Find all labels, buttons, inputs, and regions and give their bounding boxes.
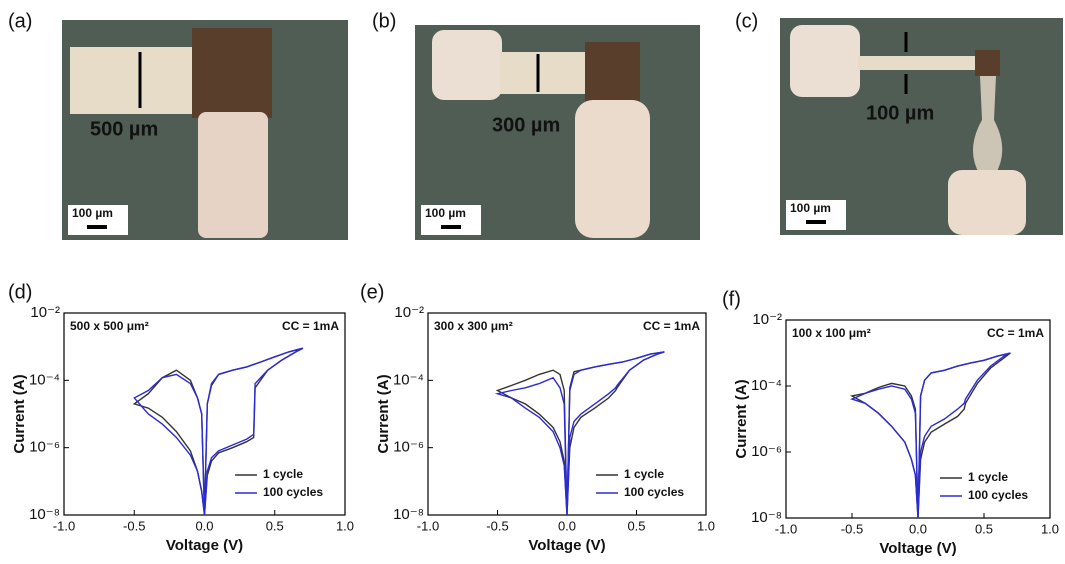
x-tick-label: -1.0 <box>417 518 439 533</box>
scale-bar <box>87 225 107 229</box>
series-line <box>850 352 1011 519</box>
photo-a: (a) 500 µm 100 µm <box>8 10 348 240</box>
x-tick-label: 1.0 <box>1041 521 1059 536</box>
panel-label: (d) <box>8 281 32 303</box>
x-tick-label: -0.5 <box>486 518 508 533</box>
y-tick-label: 10⁻⁶ <box>751 443 782 460</box>
chart: (e) 10⁻⁸ 10⁻⁶ 10⁻⁴ 10⁻² -1.0 -0.5 0.0 0.5 1.0 Volt… <box>360 281 715 554</box>
electrode-strip <box>500 52 590 94</box>
panel-label: (c) <box>735 10 758 32</box>
x-tick-label: 0.5 <box>975 521 993 536</box>
scale-bar <box>441 225 461 229</box>
x-tick-label: -0.5 <box>123 518 145 533</box>
width-label: 500 µm <box>90 118 158 140</box>
y-tick-label: 10⁻² <box>394 304 424 321</box>
x-tick-label: 1.0 <box>697 518 715 533</box>
annotation: CC = 1mA <box>643 319 700 333</box>
y-tick-label: 10⁻⁴ <box>393 371 424 388</box>
y-tick-label: 10⁻² <box>30 304 60 321</box>
x-tick-label: -0.5 <box>841 521 863 536</box>
legend-label: 1 cycle <box>968 470 1008 484</box>
panel-label: (b) <box>372 10 396 32</box>
x-tick-label: 0.5 <box>266 518 284 533</box>
chart: (f) 10⁻⁸ 10⁻⁶ 10⁻⁴ 10⁻² -1.0 -0.5 0.0 0.5 1.0 Volt… <box>722 288 1059 557</box>
scale-label: 100 µm <box>790 201 831 215</box>
y-tick-label: 10⁻⁶ <box>29 439 60 456</box>
legend-label: 1 cycle <box>263 467 303 481</box>
burnt-contact <box>585 42 640 102</box>
x-axis-label: Voltage (V) <box>166 537 243 554</box>
x-tick-label: 0.5 <box>627 518 645 533</box>
photo-b: (b) 300 µm 100 µm <box>372 10 700 240</box>
electrode-strip <box>70 47 195 114</box>
burnt-contact <box>192 28 272 118</box>
x-axis-label: Voltage (V) <box>528 537 605 554</box>
chart: (d) 10⁻⁸ 10⁻⁶ 10⁻⁴ 10⁻² -1.0 -0.5 0.0 0.5 1.0 Volt… <box>8 281 354 554</box>
x-tick-label: 0.0 <box>558 518 576 533</box>
annotation: 500 x 500 μm² <box>70 319 149 333</box>
photo-c: (c) 100 µm 100 µm <box>735 10 1063 235</box>
annotation: 300 x 300 μm² <box>434 319 513 333</box>
y-axis-label: Current (A) <box>375 374 392 453</box>
y-tick-label: 10⁻² <box>752 311 782 328</box>
x-axis-label: Voltage (V) <box>879 540 956 557</box>
width-label: 300 µm <box>492 114 560 136</box>
contact-pad <box>432 30 502 100</box>
burnt-contact <box>975 50 1000 76</box>
scale-box <box>68 205 128 235</box>
contact-pad <box>575 100 650 238</box>
x-tick-label: -1.0 <box>775 521 797 536</box>
contact-pad <box>790 25 860 97</box>
contact-neck <box>972 76 1003 175</box>
panel-label: (e) <box>360 281 384 303</box>
scale-box <box>786 200 846 230</box>
series-line <box>133 347 304 516</box>
legend-label: 100 cycles <box>968 488 1028 502</box>
y-tick-label: 10⁻⁸ <box>29 506 60 523</box>
electrode-strip <box>858 56 978 70</box>
annotation: 100 x 100 μm² <box>792 326 871 340</box>
legend-label: 100 cycles <box>624 485 684 499</box>
x-tick-label: 1.0 <box>336 518 354 533</box>
panel-label: (f) <box>722 288 741 310</box>
annotation: CC = 1mA <box>987 326 1044 340</box>
y-tick-label: 10⁻⁴ <box>751 377 782 394</box>
scale-label: 100 µm <box>425 206 466 220</box>
x-tick-label: 0.0 <box>909 521 927 536</box>
legend-label: 100 cycles <box>263 485 323 499</box>
y-axis-label: Current (A) <box>11 374 28 453</box>
legend-label: 1 cycle <box>624 467 664 481</box>
annotation: CC = 1mA <box>282 319 339 333</box>
y-tick-label: 10⁻⁸ <box>751 509 782 526</box>
scale-label: 100 µm <box>72 206 113 220</box>
y-tick-label: 10⁻⁶ <box>393 439 424 456</box>
series-line <box>494 351 665 516</box>
y-axis-label: Current (A) <box>733 379 750 458</box>
width-label: 100 µm <box>866 102 934 124</box>
scale-box <box>421 205 481 235</box>
y-tick-label: 10⁻⁴ <box>29 371 60 388</box>
scale-bar <box>806 220 826 224</box>
panel-label: (a) <box>8 10 32 32</box>
y-tick-label: 10⁻⁸ <box>393 506 424 523</box>
contact-pad <box>948 170 1026 235</box>
x-tick-label: -1.0 <box>53 518 75 533</box>
contact-pad <box>198 112 268 238</box>
x-tick-label: 0.0 <box>195 518 213 533</box>
